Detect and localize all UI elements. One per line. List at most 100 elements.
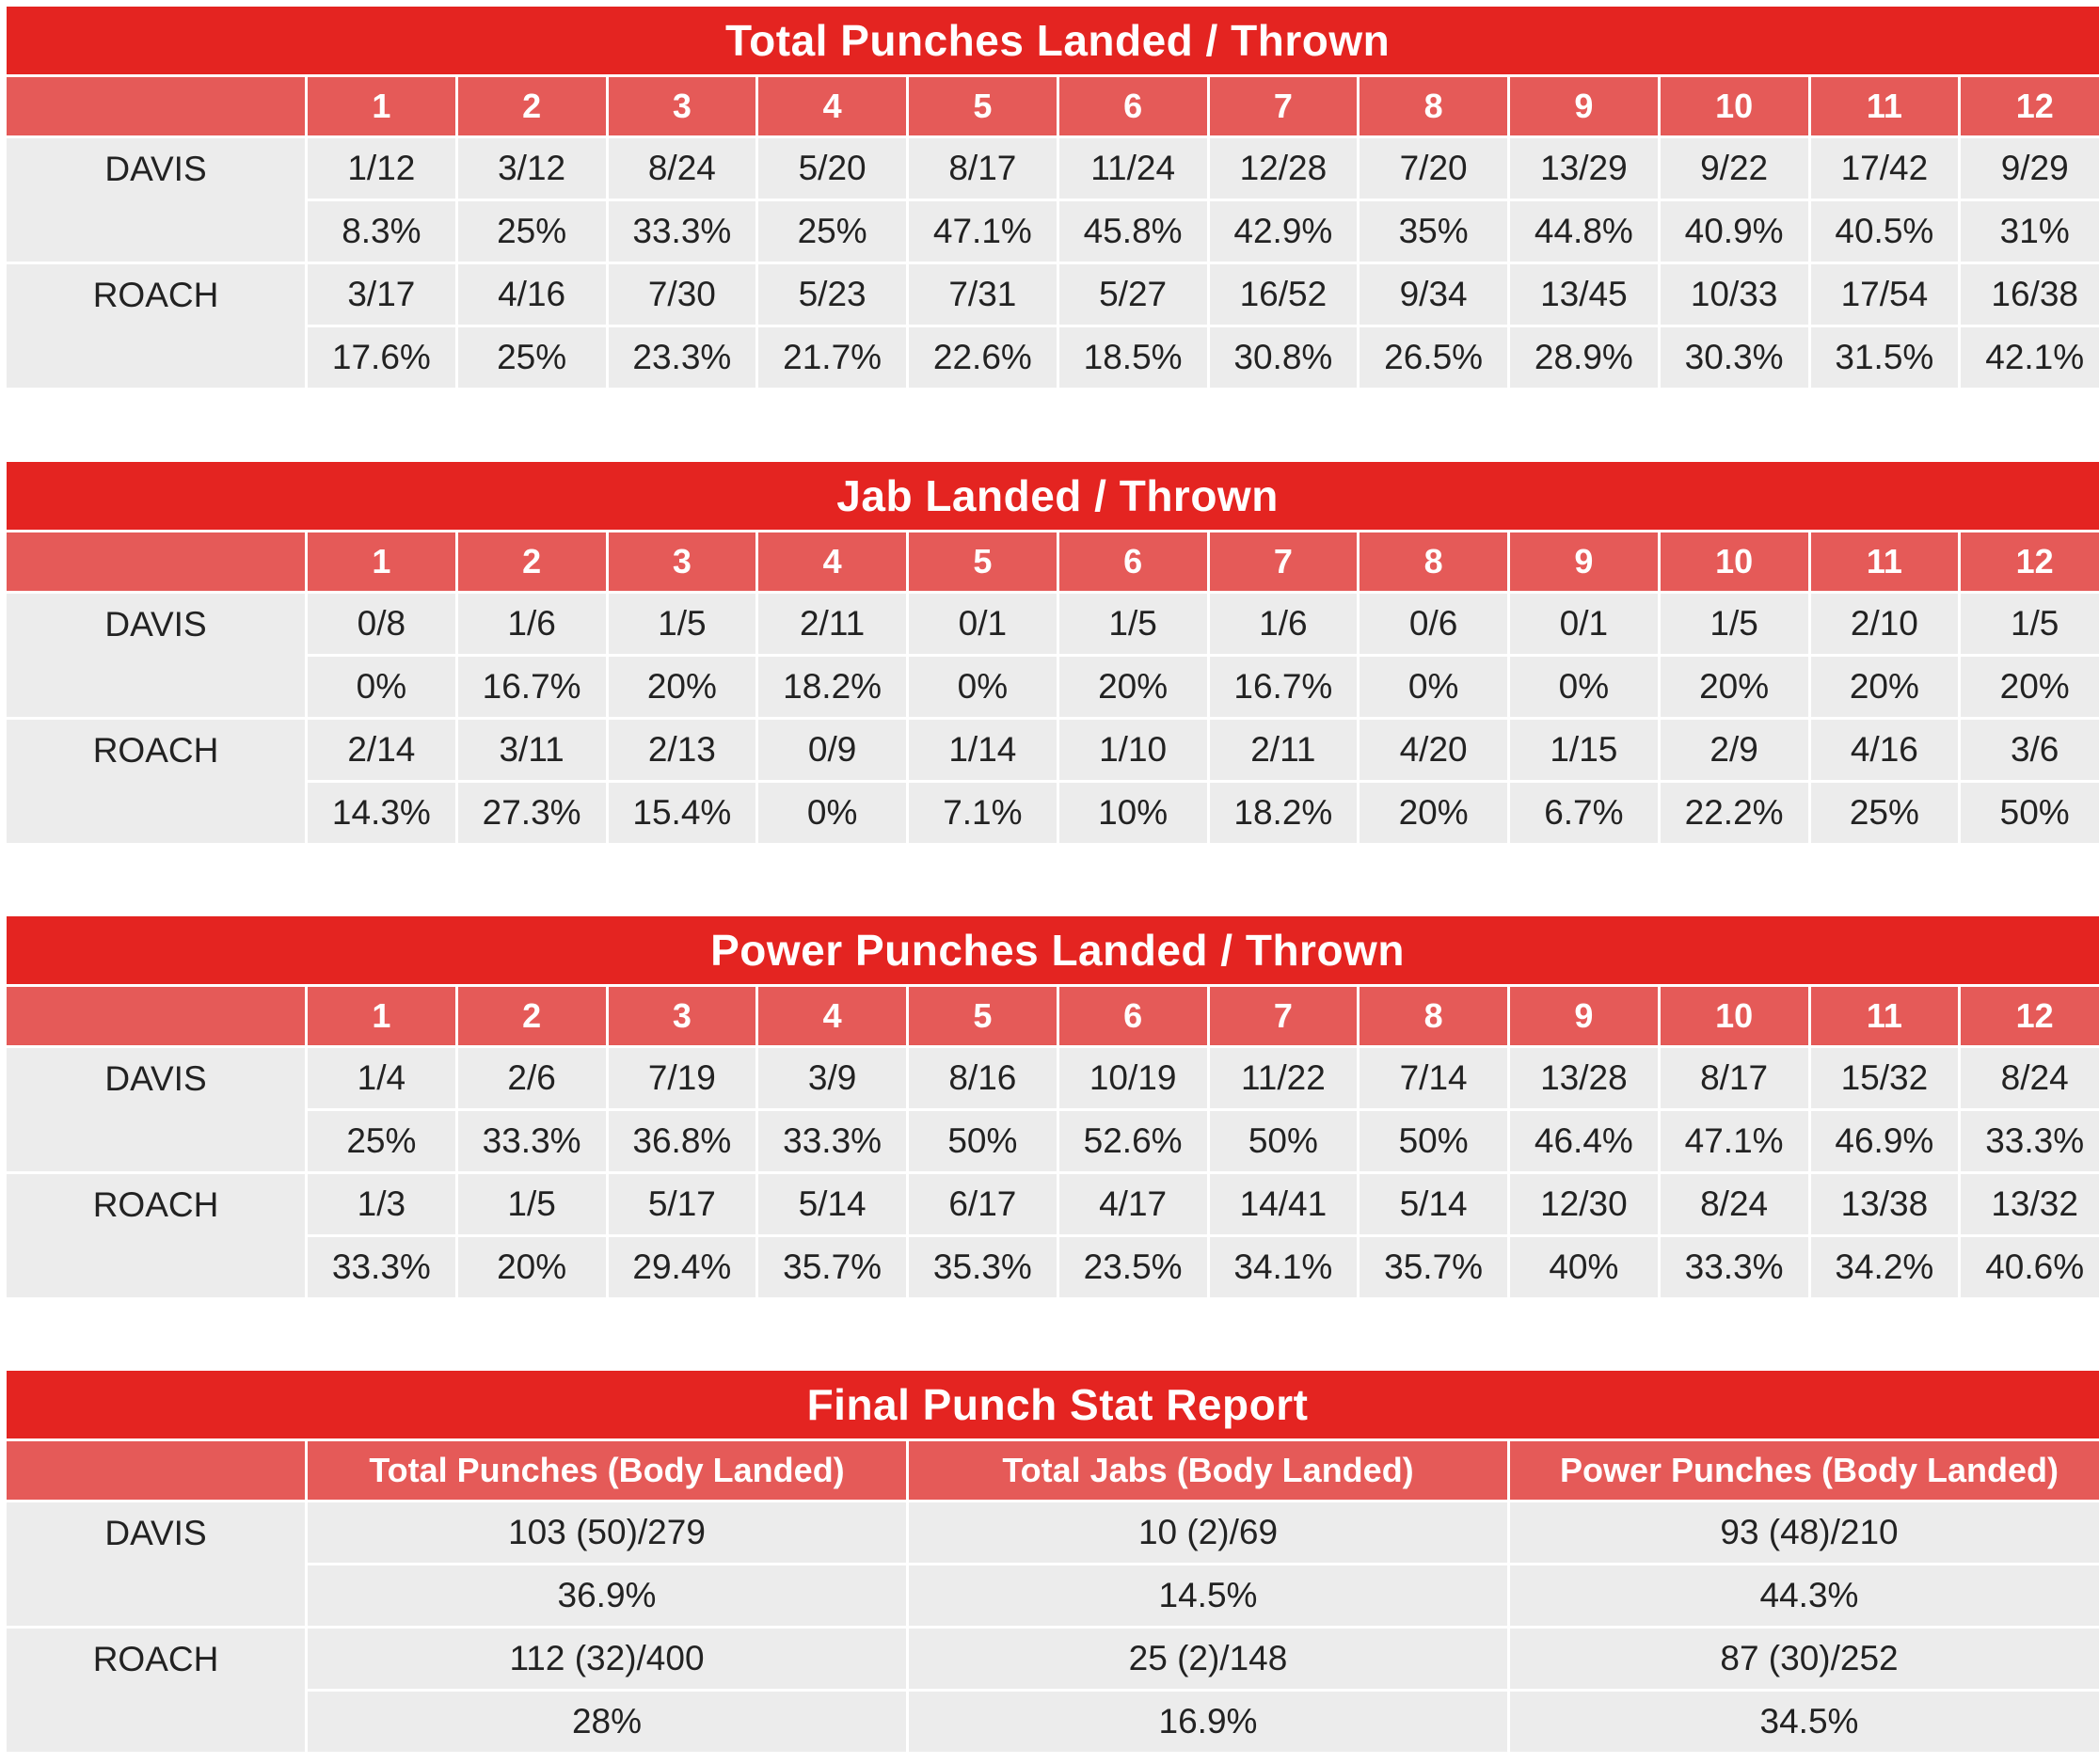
landed-thrown-cell: 0/6 [1357,591,1507,654]
jab-table: Jab Landed / Thrown 1 2 3 4 5 6 7 8 9 10 11 12 DAVIS 0… [7,462,2099,843]
percent-cell: 33.3% [605,199,756,262]
percent-cell: 50% [1357,1108,1507,1171]
percent-cell: 28% [305,1689,906,1752]
fighter-row-percent: 33.3% 20% 29.4% 35.7% 35.3% 23.5% 34.1% 35.7% 40… [7,1234,2099,1297]
percent-cell: 18.2% [1206,780,1358,843]
percent-cell: 40.6% [1958,1234,2099,1297]
percent-cell: 34.2% [1807,1234,1959,1297]
landed-thrown-cell: 1/5 [454,1171,606,1234]
percent-cell: 40.9% [1657,199,1808,262]
percent-cell: 16.7% [1206,654,1358,717]
fighter-row-percent: 25% 33.3% 36.8% 33.3% 50% 52.6% 50% 50% 46.4% 47.… [7,1108,2099,1171]
percent-cell: 20% [1657,654,1808,717]
total-punches-table: Total Punches Landed / Thrown 1 2 3 4 5 6 7 8 9 10… [7,7,2099,388]
fighter-name: DAVIS [7,1045,305,1171]
column-header: 4 [755,530,906,591]
landed-thrown-cell: 1/3 [305,1171,455,1234]
percent-cell: 35.3% [906,1234,1057,1297]
column-header: 2 [454,530,606,591]
column-header: 12 [1958,74,2099,135]
column-header: 2 [454,74,606,135]
fighter-row-landed: DAVIS 1/4 2/6 7/19 3/9 8/16 10/19 11/22 7/14 13/2… [7,1045,2099,1171]
percent-cell: 40% [1507,1234,1658,1297]
landed-thrown-cell: 0/8 [305,591,455,654]
table-title-row: Power Punches Landed / Thrown [7,916,2099,984]
fighter-row-percent: 17.6% 25% 23.3% 21.7% 22.6% 18.5% 30.8% 26.5% 28… [7,325,2099,388]
landed-thrown-cell: 1/5 [605,591,756,654]
fighter-row-percent: 14.3% 27.3% 15.4% 0% 7.1% 10% 18.2% 20% 6.7% 22.2… [7,780,2099,843]
landed-thrown-cell: 17/42 [1807,135,1959,199]
percent-cell: 10% [1056,780,1207,843]
landed-thrown-cell: 1/14 [906,717,1057,780]
landed-thrown-cell: 2/10 [1807,591,1959,654]
landed-thrown-cell: 12/28 [1206,135,1358,199]
percent-cell: 7.1% [906,780,1057,843]
landed-thrown-cell: 1/5 [1657,591,1808,654]
landed-thrown-cell: 14/41 [1206,1171,1358,1234]
table-title: Final Punch Stat Report [7,1371,2099,1438]
landed-thrown-cell: 87 (30)/252 [1507,1626,2099,1689]
percent-cell: 33.3% [1657,1234,1808,1297]
landed-thrown-cell: 5/17 [605,1171,756,1234]
percent-cell: 33.3% [1958,1108,2099,1171]
landed-thrown-cell: 13/29 [1507,135,1658,199]
percent-cell: 36.8% [605,1108,756,1171]
percent-cell: 35.7% [755,1234,906,1297]
percent-cell: 35.7% [1357,1234,1507,1297]
column-header: 8 [1357,984,1507,1045]
fighter-row-percent: 0% 16.7% 20% 18.2% 0% 20% 16.7% 0% 0% 20% 20% 20% [7,654,2099,717]
landed-thrown-cell: 3/9 [755,1045,906,1108]
percent-cell: 0% [1357,654,1507,717]
landed-thrown-cell: 6/17 [906,1171,1057,1234]
percent-cell: 25% [1807,780,1959,843]
fighter-row-landed: ROACH 2/14 3/11 2/13 0/9 1/14 1/10 2/11 4/20 1/15… [7,717,2099,843]
landed-thrown-cell: 1/12 [305,135,455,199]
landed-thrown-cell: 4/20 [1357,717,1507,780]
landed-thrown-cell: 10/19 [1056,1045,1207,1108]
column-header: 1 [305,530,455,591]
percent-cell: 0% [906,654,1057,717]
percent-cell: 0% [1507,654,1658,717]
landed-thrown-cell: 8/24 [605,135,756,199]
fighter-name: ROACH [7,1171,305,1297]
landed-thrown-cell: 7/30 [605,262,756,325]
column-header: 1 [305,984,455,1045]
landed-thrown-cell: 16/38 [1958,262,2099,325]
percent-cell: 20% [1056,654,1207,717]
percent-cell: 0% [755,780,906,843]
landed-thrown-cell: 5/14 [755,1171,906,1234]
column-header: 5 [906,984,1057,1045]
column-header: 10 [1657,530,1808,591]
column-header: 6 [1056,984,1207,1045]
landed-thrown-cell: 2/11 [755,591,906,654]
landed-thrown-cell: 13/38 [1807,1171,1959,1234]
table-title: Jab Landed / Thrown [7,462,2099,530]
percent-cell: 34.1% [1206,1234,1358,1297]
column-header: 7 [1206,530,1358,591]
landed-thrown-cell: 112 (32)/400 [305,1626,906,1689]
column-header: 12 [1958,530,2099,591]
landed-thrown-cell: 25 (2)/148 [906,1626,1507,1689]
percent-cell: 15.4% [605,780,756,843]
percent-cell: 31.5% [1807,325,1959,388]
landed-thrown-cell: 1/6 [454,591,606,654]
column-header: 10 [1657,74,1808,135]
percent-cell: 29.4% [605,1234,756,1297]
column-header-row: 1 2 3 4 5 6 7 8 9 10 11 12 [7,530,2099,591]
landed-thrown-cell: 3/6 [1958,717,2099,780]
column-header: 4 [755,74,906,135]
percent-cell: 47.1% [1657,1108,1808,1171]
column-header: 8 [1357,74,1507,135]
percent-cell: 17.6% [305,325,455,388]
landed-thrown-cell: 4/16 [454,262,606,325]
percent-cell: 33.3% [305,1234,455,1297]
landed-thrown-cell: 0/1 [1507,591,1658,654]
landed-thrown-cell: 9/29 [1958,135,2099,199]
percent-cell: 21.7% [755,325,906,388]
landed-thrown-cell: 15/32 [1807,1045,1959,1108]
landed-thrown-cell: 16/52 [1206,262,1358,325]
column-header: 11 [1807,984,1959,1045]
landed-thrown-cell: 5/14 [1357,1171,1507,1234]
percent-cell: 20% [454,1234,606,1297]
